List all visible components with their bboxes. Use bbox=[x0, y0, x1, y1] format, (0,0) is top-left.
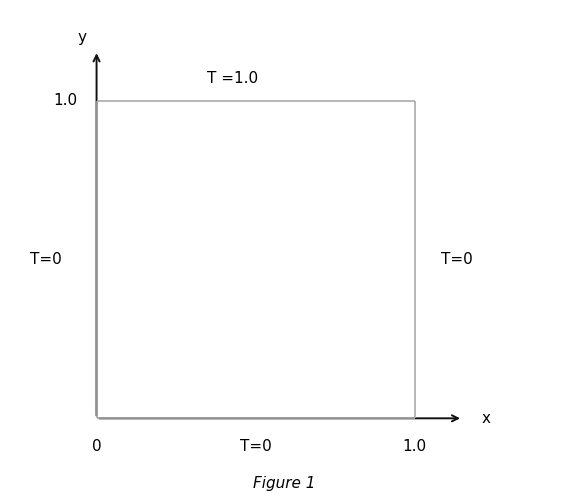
Text: T=0: T=0 bbox=[30, 252, 61, 267]
Text: x: x bbox=[481, 411, 490, 426]
Text: 1.0: 1.0 bbox=[403, 438, 427, 454]
Text: Figure 1: Figure 1 bbox=[253, 476, 315, 491]
Text: y: y bbox=[78, 30, 87, 45]
Text: T=0: T=0 bbox=[441, 252, 473, 267]
Text: 1.0: 1.0 bbox=[53, 93, 77, 108]
Text: 0: 0 bbox=[92, 438, 101, 454]
Text: T =1.0: T =1.0 bbox=[207, 71, 258, 86]
Text: T=0: T=0 bbox=[240, 438, 272, 454]
